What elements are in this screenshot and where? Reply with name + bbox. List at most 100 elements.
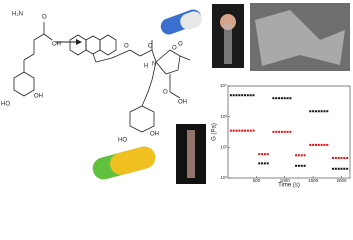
y-tick-label: 10⁴	[220, 83, 227, 88]
y-axis-label: G (Pa)	[212, 123, 218, 141]
data-point	[252, 129, 255, 132]
chem-label: O	[42, 15, 47, 21]
y-tick-label: 10²	[220, 145, 227, 150]
data-point	[314, 143, 317, 146]
product-structure	[69, 34, 191, 133]
data-point	[283, 97, 286, 100]
data-point	[266, 153, 269, 156]
plot-area	[227, 85, 351, 179]
vial	[224, 24, 232, 64]
chem-label: N	[152, 62, 156, 68]
data-point	[309, 110, 312, 113]
data-point	[323, 110, 326, 113]
data-point	[275, 130, 278, 133]
data-point	[244, 129, 247, 132]
data-point	[337, 156, 340, 159]
chem-label: O	[172, 46, 177, 52]
data-point	[309, 143, 312, 146]
x-tick-label: 2000	[336, 178, 347, 183]
chem-label: OH	[178, 100, 187, 106]
data-point	[238, 94, 241, 97]
data-point	[283, 130, 286, 133]
data-point	[241, 94, 244, 97]
data-point	[261, 162, 264, 165]
x-axis-label: Time (s)	[278, 183, 300, 189]
data-point	[280, 130, 283, 133]
data-point	[312, 110, 315, 113]
capsule-yellow	[110, 146, 156, 175]
chem-label: H	[144, 64, 148, 70]
data-point	[297, 154, 300, 157]
chem-label: O	[148, 44, 153, 50]
data-point	[278, 130, 281, 133]
dopa-structure: H₂N O OH HO OH	[1, 12, 61, 108]
y-tick-label: 10¹	[220, 175, 227, 180]
data-point	[340, 156, 343, 159]
data-point	[303, 154, 306, 157]
chem-label: OH	[150, 132, 159, 138]
data-point	[229, 94, 232, 97]
data-point	[300, 154, 303, 157]
data-point	[289, 130, 292, 133]
data-point	[272, 97, 275, 100]
data-point	[326, 110, 329, 113]
arrowhead	[76, 39, 82, 45]
data-point	[232, 129, 235, 132]
chem-label: O	[124, 44, 129, 50]
chem-label: HO	[118, 138, 127, 144]
data-point	[272, 130, 275, 133]
data-point	[232, 94, 235, 97]
data-point	[263, 153, 266, 156]
data-point	[263, 162, 266, 165]
data-point	[346, 156, 349, 159]
data-point	[346, 167, 349, 170]
data-point	[326, 143, 329, 146]
sem-texture	[255, 10, 345, 66]
data-point	[246, 129, 249, 132]
data-point	[343, 156, 346, 159]
data-point	[317, 110, 320, 113]
x-tick-label: 1000	[280, 178, 291, 183]
data-point	[280, 97, 283, 100]
data-point	[235, 129, 238, 132]
data-point	[286, 130, 289, 133]
data-point	[286, 97, 289, 100]
data-point	[261, 153, 264, 156]
data-point	[323, 143, 326, 146]
data-point	[249, 129, 252, 132]
x-tick-label: 500	[253, 178, 261, 183]
data-point	[258, 153, 261, 156]
data-point	[295, 164, 298, 167]
data-point	[241, 129, 244, 132]
chem-label: H₂N	[12, 12, 23, 18]
data-point	[246, 94, 249, 97]
data-point	[337, 167, 340, 170]
data-point	[320, 143, 323, 146]
data-point	[320, 110, 323, 113]
data-point	[314, 110, 317, 113]
data-point	[334, 156, 337, 159]
data-point	[300, 164, 303, 167]
data-point	[303, 164, 306, 167]
y-tick-label: 10³	[220, 114, 227, 119]
data-point	[252, 94, 255, 97]
data-point	[295, 154, 298, 157]
data-point	[331, 156, 334, 159]
chem-label: O	[163, 90, 168, 96]
data-point	[340, 167, 343, 170]
data-point	[238, 129, 241, 132]
data-point	[297, 164, 300, 167]
capsule-cap	[180, 11, 202, 30]
data-point	[266, 162, 269, 165]
vial-2	[187, 130, 195, 178]
data-point	[235, 94, 238, 97]
data-point	[249, 94, 252, 97]
x-tick-label: 1500	[308, 178, 319, 183]
chem-label: OH	[52, 42, 61, 48]
chem-label: OH	[34, 94, 43, 100]
data-point	[312, 143, 315, 146]
data-point	[331, 167, 334, 170]
data-point	[278, 97, 281, 100]
data-point	[334, 167, 337, 170]
data-point	[317, 143, 320, 146]
